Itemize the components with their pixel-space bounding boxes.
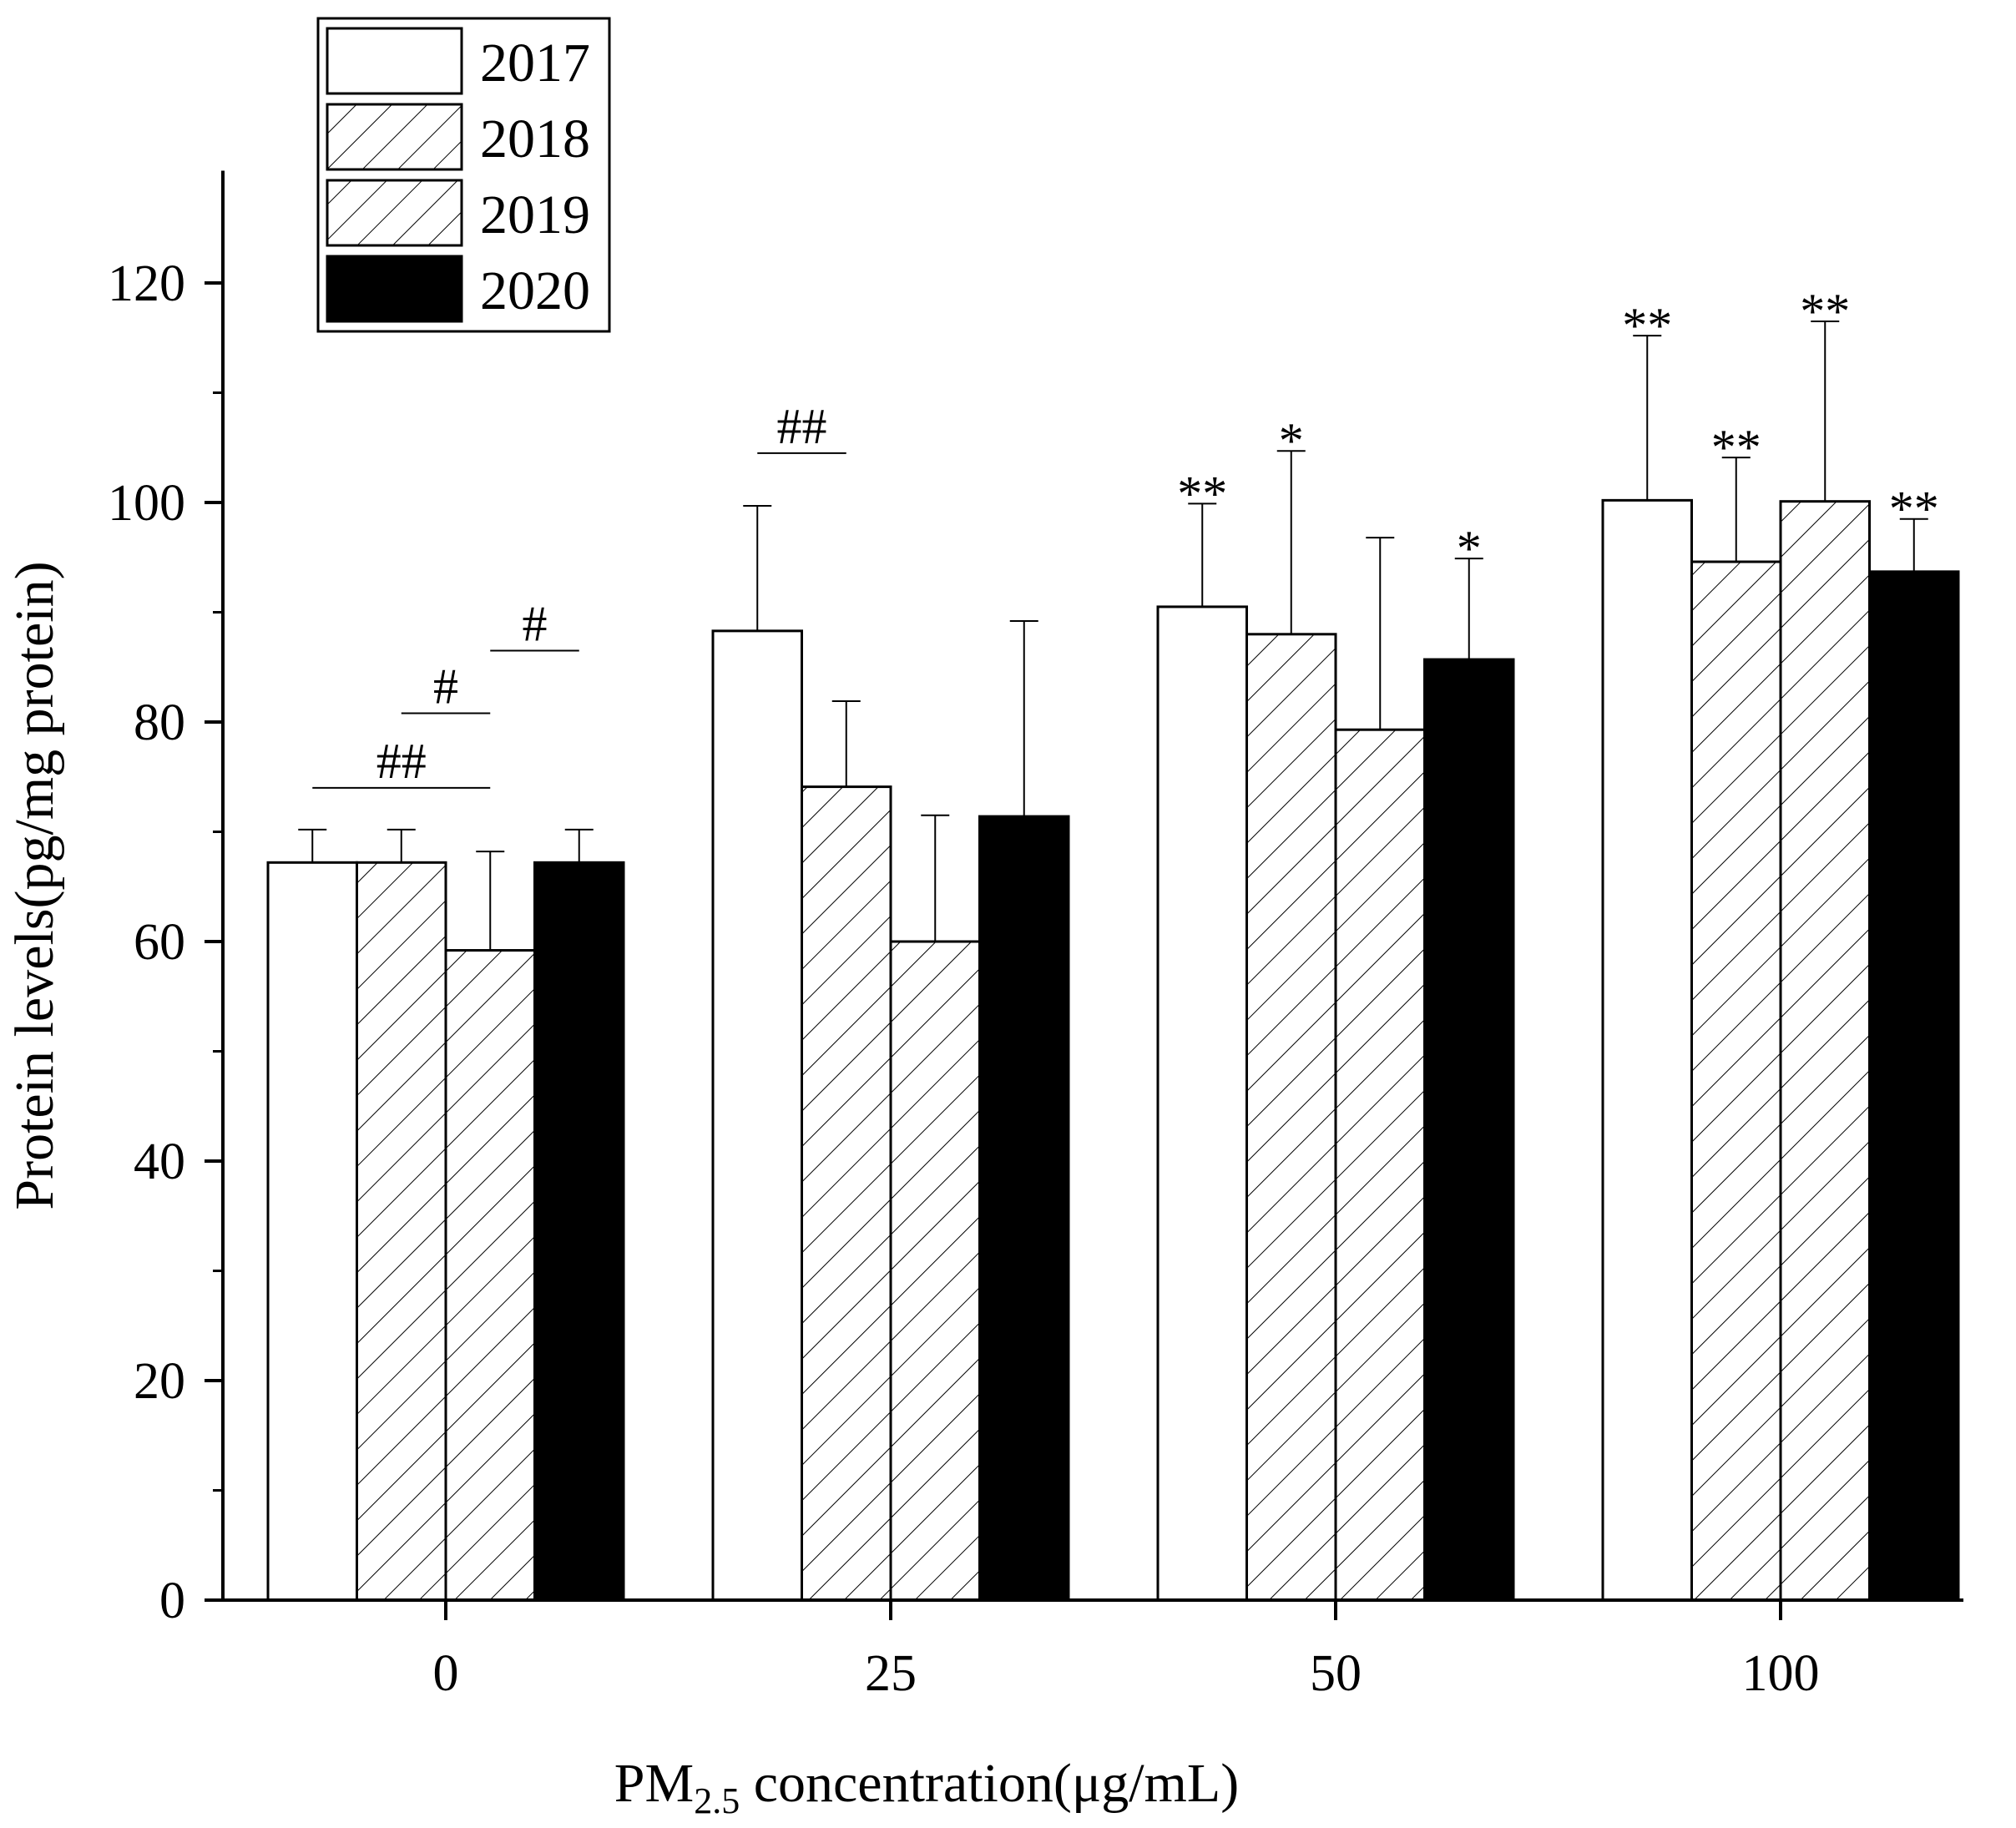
significance-label-2017-50: ** (1177, 466, 1227, 521)
bar-2019-25 (889, 940, 981, 1602)
bar-2017-100 (1601, 498, 1693, 1602)
legend-swatch-2018 (326, 103, 463, 171)
comparison-label-2: # (523, 597, 548, 652)
bars-group (266, 321, 1960, 1602)
y-tick-label-100: 100 (108, 475, 185, 532)
significance-label-2020-100: ** (1889, 482, 1939, 537)
legend-label-2019: 2019 (480, 184, 590, 245)
bar-2019-50 (1334, 728, 1426, 1602)
significance-label-2018-50: * (1279, 413, 1304, 468)
bar-2017-50 (1156, 605, 1248, 1602)
x-tick-label-100: 100 (1742, 1645, 1820, 1702)
x-axis-title-suffix: concentration(μg/mL) (740, 1753, 1239, 1814)
comparison-label-3: ## (777, 399, 827, 454)
bar-2018-25 (801, 785, 892, 1602)
y-tick-label-60: 60 (134, 914, 185, 971)
x-tick-label-25: 25 (865, 1645, 917, 1702)
x-tick-label-50: 50 (1310, 1645, 1362, 1702)
y-axis-title: Protein levels(pg/mg protein) (4, 561, 65, 1209)
annotations-group: ***** *******###### (312, 284, 1939, 789)
y-tick-label-20: 20 (134, 1353, 185, 1410)
bar-2020-25 (978, 815, 1070, 1602)
y-tick-label-40: 40 (134, 1134, 185, 1190)
y-tick-label-0: 0 (159, 1573, 185, 1629)
bar-2017-25 (711, 629, 803, 1602)
legend-label-2017: 2017 (480, 33, 590, 93)
comparison-label-1: # (433, 659, 458, 714)
bar-2018-100 (1690, 560, 1782, 1602)
comparison-label-0: ## (376, 734, 427, 789)
x-axis-title-prefix: PM (614, 1753, 694, 1814)
bar-2018-0 (356, 861, 447, 1602)
x-axis-title: PM2.5 concentration(μg/mL) (614, 1753, 1239, 1821)
bar-2019-100 (1779, 500, 1871, 1602)
significance-label-2018-100: ** (1711, 420, 1761, 475)
significance-label-2020-50: * (1457, 521, 1482, 576)
bar-2019-0 (444, 949, 536, 1602)
significance-label-2019-100: ** (1800, 284, 1850, 339)
bar-2018-50 (1245, 633, 1337, 1602)
axes-group: 0 20 40 60 80 100 120 0 25 50 100 (108, 170, 1963, 1702)
legend-swatch-2020 (326, 255, 463, 323)
y-tick-label-80: 80 (134, 694, 185, 751)
legend-label-2020: 2020 (480, 260, 590, 321)
bar-2020-50 (1423, 658, 1515, 1602)
bar-2020-0 (533, 861, 625, 1602)
legend: 2017 2018 2019 2020 (316, 17, 611, 333)
y-tick-label-120: 120 (108, 255, 185, 312)
x-tick-label-0: 0 (433, 1645, 459, 1702)
legend-swatch-2019 (326, 179, 463, 247)
bar-2020-100 (1868, 570, 1960, 1602)
significance-label-2017-100: ** (1622, 298, 1672, 353)
legend-label-2018: 2018 (480, 109, 590, 169)
bar-2017-0 (266, 861, 358, 1602)
legend-swatch-2017 (326, 27, 463, 95)
x-axis-title-subscript: 2.5 (694, 1780, 740, 1821)
